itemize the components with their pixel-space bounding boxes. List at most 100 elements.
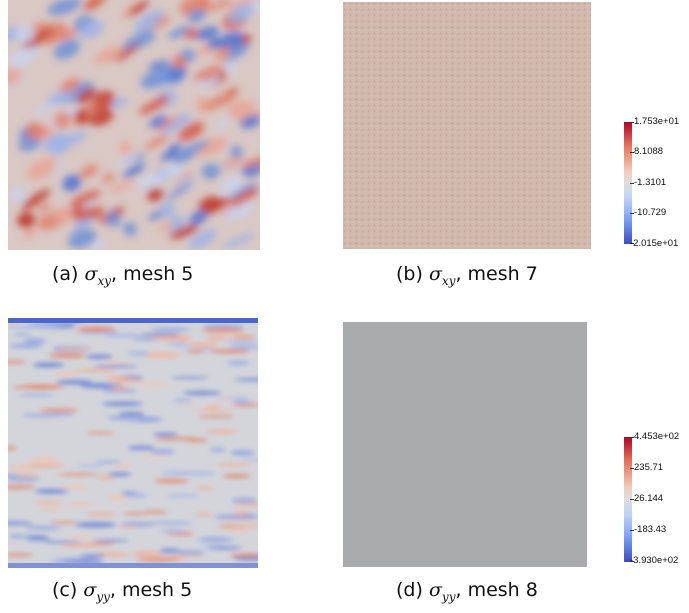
plot-a-field xyxy=(8,0,260,250)
field-streak xyxy=(8,553,34,557)
field-patch xyxy=(8,26,20,42)
field-patch xyxy=(123,163,146,178)
field-streak xyxy=(108,472,132,477)
field-patch xyxy=(187,8,206,23)
field-patch xyxy=(228,3,254,25)
field-streak xyxy=(209,447,226,452)
colorbar-sigma-xy-label-max: 1.753e+01 xyxy=(634,116,680,127)
field-patch xyxy=(47,0,82,16)
field-streak xyxy=(186,350,205,354)
field-patch xyxy=(27,126,48,139)
field-streak xyxy=(13,333,32,336)
field-patch xyxy=(224,61,238,74)
field-patch xyxy=(196,97,211,115)
field-patch xyxy=(240,115,260,129)
field-patch xyxy=(115,155,139,168)
field-streak xyxy=(79,326,117,332)
field-streak xyxy=(180,402,199,405)
field-streak xyxy=(118,411,145,416)
field-patch xyxy=(128,0,150,16)
field-streak xyxy=(53,371,80,377)
field-streak xyxy=(137,382,170,386)
field-streak xyxy=(111,385,129,391)
field-streak xyxy=(205,429,239,434)
caption-b: (b) σxy, mesh 7 xyxy=(396,263,538,288)
field-streak xyxy=(137,557,180,562)
field-streak xyxy=(122,512,149,516)
field-streak xyxy=(167,493,199,498)
field-streak xyxy=(194,512,213,517)
field-streak xyxy=(27,457,62,463)
field-streak xyxy=(92,539,130,542)
field-streak xyxy=(218,397,238,401)
field-streak xyxy=(9,343,43,349)
field-patch xyxy=(106,211,121,227)
field-streak xyxy=(8,446,18,451)
field-streak xyxy=(183,390,222,396)
field-patch xyxy=(189,210,208,226)
field-streak xyxy=(197,537,234,543)
plot-b-sigma-xy-mesh7 xyxy=(343,2,591,249)
field-streak xyxy=(8,521,33,526)
field-streak xyxy=(117,525,139,529)
field-patch xyxy=(201,163,221,180)
colorbar-sigma-xy-label-4: -10.729 xyxy=(634,207,667,218)
field-patch xyxy=(147,187,164,202)
field-streak xyxy=(172,398,192,403)
field-patch xyxy=(134,10,164,33)
field-patch xyxy=(158,221,173,232)
field-streak xyxy=(75,331,118,334)
field-patch xyxy=(15,25,36,44)
field-patch xyxy=(157,163,185,180)
field-streak xyxy=(21,384,65,390)
field-patch xyxy=(23,228,37,239)
field-streak xyxy=(24,525,62,530)
field-patch xyxy=(242,156,260,168)
field-patch xyxy=(72,217,94,231)
field-streak xyxy=(227,340,258,345)
field-streak xyxy=(150,327,192,332)
field-streak xyxy=(141,455,171,458)
field-streak xyxy=(76,464,105,468)
field-patch xyxy=(59,77,80,95)
field-streak xyxy=(154,478,190,484)
field-patch xyxy=(207,37,222,49)
field-patch xyxy=(54,39,81,60)
field-streak xyxy=(23,535,49,539)
field-patch xyxy=(155,116,179,131)
field-patch xyxy=(82,100,114,112)
field-streak xyxy=(223,529,258,532)
field-streak xyxy=(150,521,193,525)
field-streak xyxy=(23,323,61,329)
field-patch xyxy=(54,112,72,129)
field-patch xyxy=(144,134,170,150)
field-streak xyxy=(127,445,155,451)
field-streak xyxy=(97,475,116,481)
field-streak xyxy=(103,360,132,364)
field-patch xyxy=(123,221,137,237)
field-patch xyxy=(149,115,167,128)
field-patch xyxy=(161,113,191,135)
field-streak xyxy=(204,404,222,409)
field-streak xyxy=(233,377,258,382)
field-patch xyxy=(160,150,179,162)
field-streak xyxy=(144,353,181,359)
field-streak xyxy=(32,362,65,368)
field-patch xyxy=(21,189,51,210)
field-streak xyxy=(8,465,35,472)
field-patch xyxy=(123,30,156,51)
field-patch xyxy=(167,26,192,39)
field-streak xyxy=(57,472,101,476)
field-streak xyxy=(8,360,27,364)
field-streak xyxy=(66,502,95,507)
field-streak xyxy=(93,364,138,368)
field-streak xyxy=(230,450,255,456)
field-patch xyxy=(184,28,198,40)
field-streak xyxy=(25,538,52,541)
colorbar-sigma-xy-label-min: -2.015e+01 xyxy=(630,238,679,249)
field-patch xyxy=(224,0,258,11)
field-patch xyxy=(194,26,220,40)
field-patch xyxy=(219,176,244,195)
field-streak xyxy=(112,377,140,384)
field-streak xyxy=(173,550,206,555)
